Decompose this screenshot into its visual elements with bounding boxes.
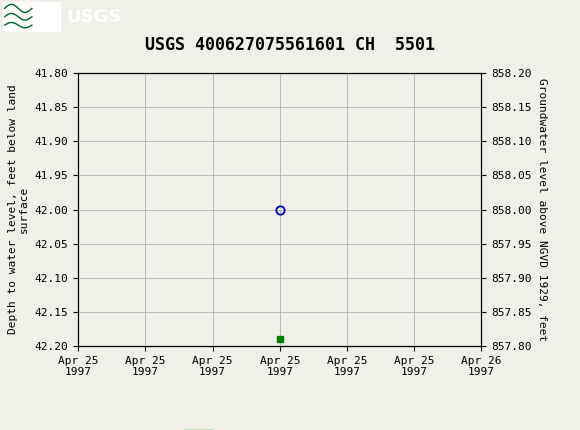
Y-axis label: Depth to water level, feet below land
surface: Depth to water level, feet below land su… — [8, 85, 29, 335]
Text: USGS: USGS — [67, 8, 122, 26]
Bar — [3, 2, 61, 32]
Legend: Period of approved data: Period of approved data — [179, 425, 380, 430]
Y-axis label: Groundwater level above NGVD 1929, feet: Groundwater level above NGVD 1929, feet — [537, 78, 547, 341]
Text: USGS 400627075561601 CH  5501: USGS 400627075561601 CH 5501 — [145, 36, 435, 54]
